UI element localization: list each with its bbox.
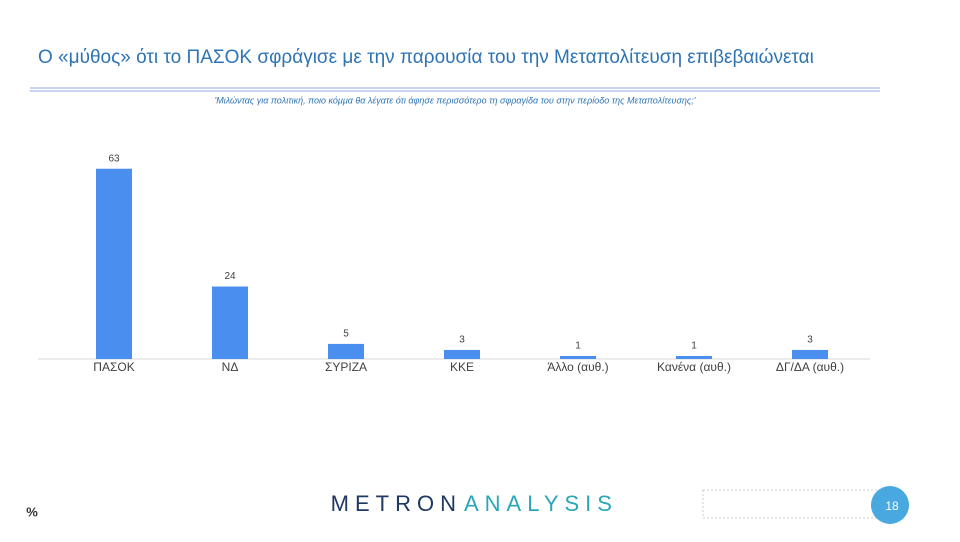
value-label: 3	[807, 335, 813, 346]
x-tick-label: ΚΚΕ	[450, 360, 474, 374]
bar	[96, 168, 132, 359]
x-tick-label: ΠΑΣΟΚ	[93, 360, 134, 374]
x-tick-label: Κανένα (αυθ.)	[657, 360, 731, 374]
value-label: 1	[691, 341, 697, 352]
value-label: 63	[108, 153, 120, 164]
bar	[676, 355, 712, 359]
chart-title: Ο «μύθος» ότι το ΠΑΣΟΚ σφράγισε με την π…	[38, 47, 814, 68]
unit-label: %	[26, 504, 38, 519]
x-tick-label: ΝΔ	[222, 360, 239, 374]
x-tick-label: ΣΥΡΙΖΑ	[325, 360, 367, 374]
page-badge	[871, 486, 909, 524]
bar	[212, 286, 248, 359]
logo: METRON	[331, 491, 462, 516]
x-tick-label: Άλλο (αυθ.)	[547, 360, 608, 374]
chart-subtitle: 'Μιλώντας για πολιτική, ποιο κόμμα θα λέ…	[214, 95, 695, 105]
bar	[444, 349, 480, 359]
bar	[328, 343, 364, 359]
bar	[560, 355, 596, 359]
page-number: 18	[885, 499, 899, 513]
value-label: 1	[575, 341, 581, 352]
page-box	[702, 489, 879, 519]
value-label: 3	[459, 335, 465, 346]
x-tick-label: ΔΓ/ΔΑ (αυθ.)	[776, 360, 844, 374]
value-label: 24	[224, 271, 236, 282]
bar	[792, 349, 828, 359]
value-label: 5	[343, 329, 349, 340]
logo: ANALYSIS	[464, 491, 618, 516]
